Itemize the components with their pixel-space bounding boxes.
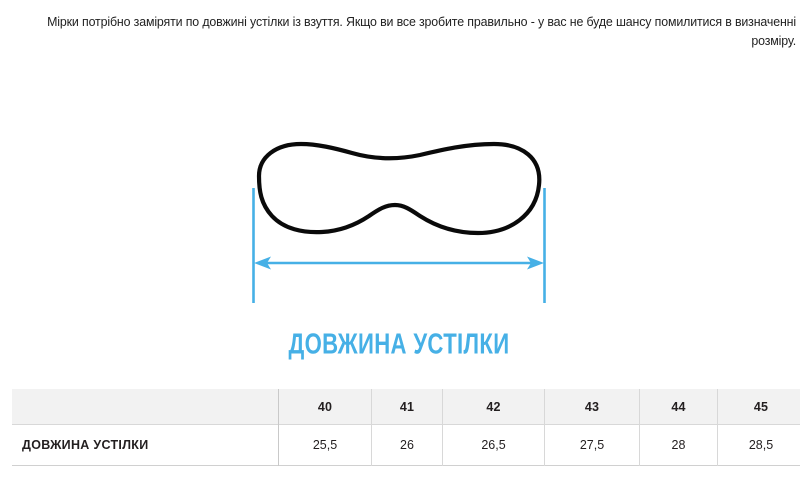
intro-paragraph: Мірки потрібно заміряти по довжині устіл… <box>47 15 796 48</box>
table-header-size-40: 40 <box>278 389 372 425</box>
table-header-size-44: 44 <box>639 389 718 425</box>
table-header-size-41: 41 <box>371 389 443 425</box>
insole-diagram-panel: ДОВЖИНА УСТІЛКИ <box>0 60 800 385</box>
table-cell-size-40: 25,5 <box>278 424 372 466</box>
table-header-row: 40 41 42 43 44 45 <box>12 389 800 425</box>
table-row-label-insole-length: ДОВЖИНА УСТІЛКИ <box>12 424 279 466</box>
shoe-sole-outline <box>256 141 542 236</box>
arrowhead-left-icon <box>254 256 271 270</box>
table-cell-size-41: 26 <box>371 424 443 466</box>
table-row: ДОВЖИНА УСТІЛКИ 25,5 26 26,5 27,5 28 28,… <box>12 424 800 466</box>
size-chart-table: 40 41 42 43 44 45 ДОВЖИНА УСТІЛКИ 25,5 2… <box>12 389 800 466</box>
table-header-size-45: 45 <box>753 399 769 414</box>
table-cell-size-44: 28 <box>639 424 718 466</box>
measure-label: ДОВЖИНА УСТІЛКИ <box>288 328 510 360</box>
table-header-size-42: 42 <box>442 389 545 425</box>
table-cell-size-45: 28,5 <box>748 438 774 452</box>
table-cell-size-42: 26,5 <box>442 424 545 466</box>
arrowhead-right-icon <box>527 256 544 270</box>
table-header-row-label <box>12 389 279 425</box>
sole-diagram-svg <box>252 141 546 303</box>
table-header-size-43: 43 <box>544 389 640 425</box>
table-cell-size-43: 27,5 <box>544 424 640 466</box>
